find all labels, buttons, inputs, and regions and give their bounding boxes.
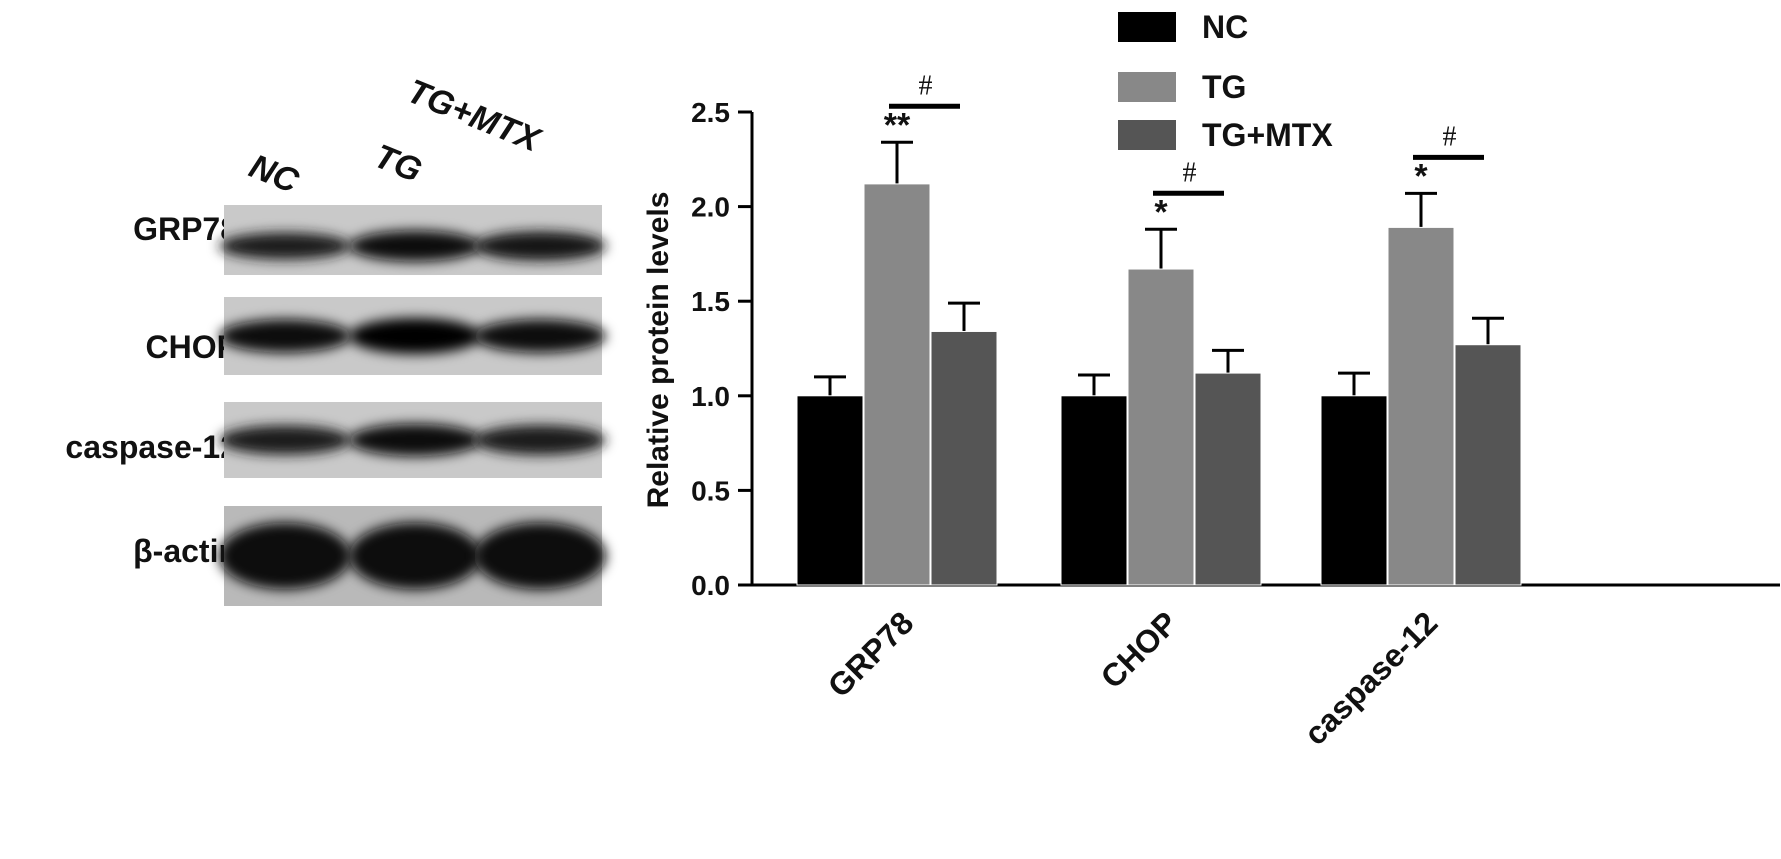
blot-band bbox=[474, 231, 606, 261]
bar bbox=[863, 183, 931, 586]
lane-label-nc: NC bbox=[244, 147, 304, 201]
significance-hash: # bbox=[1183, 157, 1197, 188]
significance-hash: # bbox=[919, 70, 933, 101]
y-tick-label: 0.0 bbox=[691, 570, 730, 601]
blot-band bbox=[349, 423, 481, 457]
significance-star: * bbox=[1154, 193, 1168, 231]
x-category-label: CHOP bbox=[1094, 604, 1185, 695]
significance-star: * bbox=[1414, 157, 1428, 195]
blot-band bbox=[219, 522, 351, 590]
blot-band bbox=[219, 319, 351, 353]
y-tick-label: 2.5 bbox=[691, 97, 730, 128]
legend-swatch-tg-mtx bbox=[1118, 120, 1176, 150]
category-labels: GRP78 CHOP caspase-12 bbox=[821, 604, 1445, 751]
blot-band bbox=[474, 319, 606, 353]
bars bbox=[796, 140, 1522, 586]
bar bbox=[930, 330, 998, 586]
blot-band bbox=[474, 424, 606, 456]
lane-label-tg: TG bbox=[369, 137, 427, 190]
blot-band bbox=[474, 522, 606, 590]
chart-legend: NC TG TG+MTX bbox=[1118, 9, 1333, 153]
bar-chart: Relative protein levels 0.0 0.5 1.0 1.5 2.0 2… bbox=[642, 70, 1780, 752]
y-tick-label: 1.0 bbox=[691, 381, 730, 412]
bar bbox=[1387, 226, 1455, 586]
y-axis-title: Relative protein levels bbox=[642, 192, 675, 509]
blot-row-label-caspase12: caspase-12 bbox=[65, 429, 238, 465]
blot-band bbox=[349, 317, 481, 355]
y-tick-label: 1.5 bbox=[691, 286, 730, 317]
bar bbox=[1320, 395, 1388, 586]
blot-band bbox=[219, 232, 351, 260]
legend-label-tg-mtx: TG+MTX bbox=[1202, 117, 1333, 153]
y-tick-label: 2.0 bbox=[691, 192, 730, 223]
x-category-label: GRP78 bbox=[821, 604, 921, 704]
western-blot-panel: NC TG TG+MTX GRP78 CHOP caspase-12 β-act… bbox=[65, 72, 606, 606]
y-tick-label: 0.5 bbox=[691, 475, 730, 506]
legend-label-tg: TG bbox=[1202, 69, 1246, 105]
blot-band bbox=[219, 425, 351, 455]
significance-hash: # bbox=[1443, 121, 1457, 152]
lane-label-tg-mtx: TG+MTX bbox=[402, 72, 547, 160]
significance-marks: ** # * # * # bbox=[884, 70, 1484, 231]
blot-row-label-grp78: GRP78 bbox=[133, 211, 238, 247]
x-category-label: caspase-12 bbox=[1297, 604, 1444, 751]
blot-band bbox=[349, 522, 481, 590]
blot-band bbox=[349, 230, 481, 262]
legend-swatch-nc bbox=[1118, 12, 1176, 42]
bar bbox=[1194, 372, 1262, 586]
bar bbox=[1060, 395, 1128, 586]
blot-strips bbox=[219, 205, 606, 606]
bar bbox=[796, 395, 864, 586]
bar bbox=[1454, 344, 1522, 586]
legend-swatch-tg bbox=[1118, 72, 1176, 102]
y-ticks: 0.0 0.5 1.0 1.5 2.0 2.5 bbox=[691, 97, 752, 601]
significance-star: ** bbox=[884, 106, 911, 144]
legend-label-nc: NC bbox=[1202, 9, 1248, 45]
bar bbox=[1127, 268, 1195, 586]
